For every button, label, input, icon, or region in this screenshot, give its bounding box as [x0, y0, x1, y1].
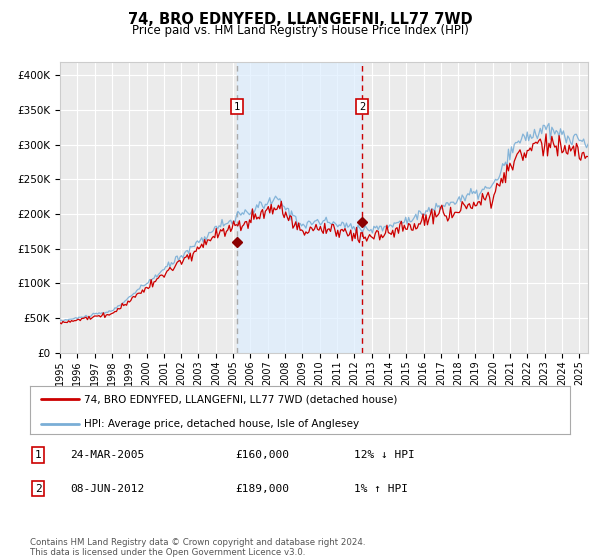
Text: 12% ↓ HPI: 12% ↓ HPI — [354, 450, 415, 460]
Text: 24-MAR-2005: 24-MAR-2005 — [71, 450, 145, 460]
Text: HPI: Average price, detached house, Isle of Anglesey: HPI: Average price, detached house, Isle… — [84, 418, 359, 428]
Text: 74, BRO EDNYFED, LLANGEFNI, LL77 7WD: 74, BRO EDNYFED, LLANGEFNI, LL77 7WD — [128, 12, 472, 27]
Bar — [237, 62, 362, 353]
Text: Price paid vs. HM Land Registry's House Price Index (HPI): Price paid vs. HM Land Registry's House … — [131, 24, 469, 37]
Text: Contains HM Land Registry data © Crown copyright and database right 2024.
This d: Contains HM Land Registry data © Crown c… — [30, 538, 365, 557]
Text: £160,000: £160,000 — [235, 450, 289, 460]
Text: 1: 1 — [234, 102, 240, 111]
Text: 1: 1 — [35, 450, 41, 460]
Text: £189,000: £189,000 — [235, 483, 289, 493]
Text: 2: 2 — [35, 483, 41, 493]
Text: 2: 2 — [359, 102, 365, 111]
Text: 74, BRO EDNYFED, LLANGEFNI, LL77 7WD (detached house): 74, BRO EDNYFED, LLANGEFNI, LL77 7WD (de… — [84, 394, 397, 404]
Text: 08-JUN-2012: 08-JUN-2012 — [71, 483, 145, 493]
Text: 1% ↑ HPI: 1% ↑ HPI — [354, 483, 408, 493]
